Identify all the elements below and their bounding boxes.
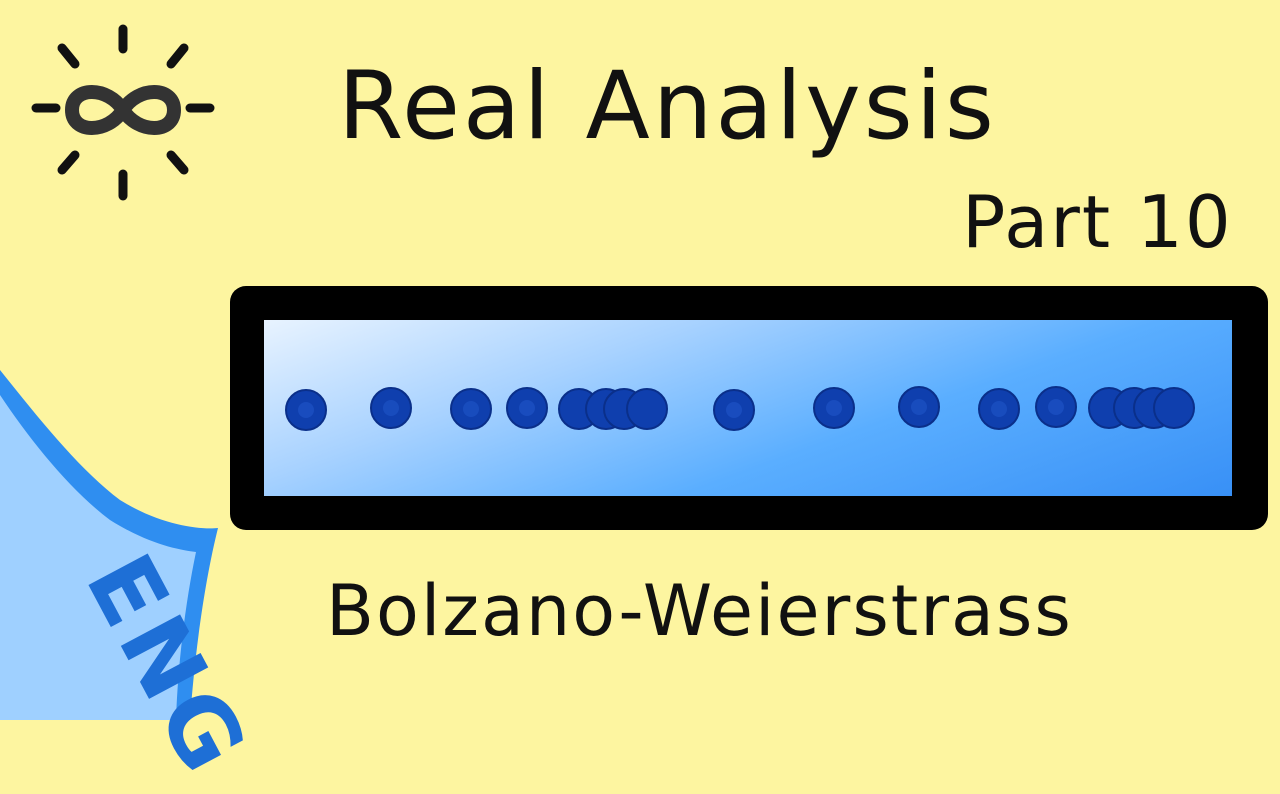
sequence-banner [264, 320, 1232, 496]
page-title: Real Analysis [338, 52, 997, 161]
sequence-dots [285, 386, 1195, 431]
infinity-sun-icon [31, 24, 215, 201]
part-number: Part 10 [962, 180, 1233, 264]
sequence-dot [626, 388, 668, 430]
thumbnail: Real Analysis Part 10 [0, 24, 1268, 794]
topic-title: Bolzano-Weierstrass [326, 570, 1073, 652]
language-badge: ENG [65, 537, 270, 794]
sequence-dot [1153, 387, 1195, 429]
